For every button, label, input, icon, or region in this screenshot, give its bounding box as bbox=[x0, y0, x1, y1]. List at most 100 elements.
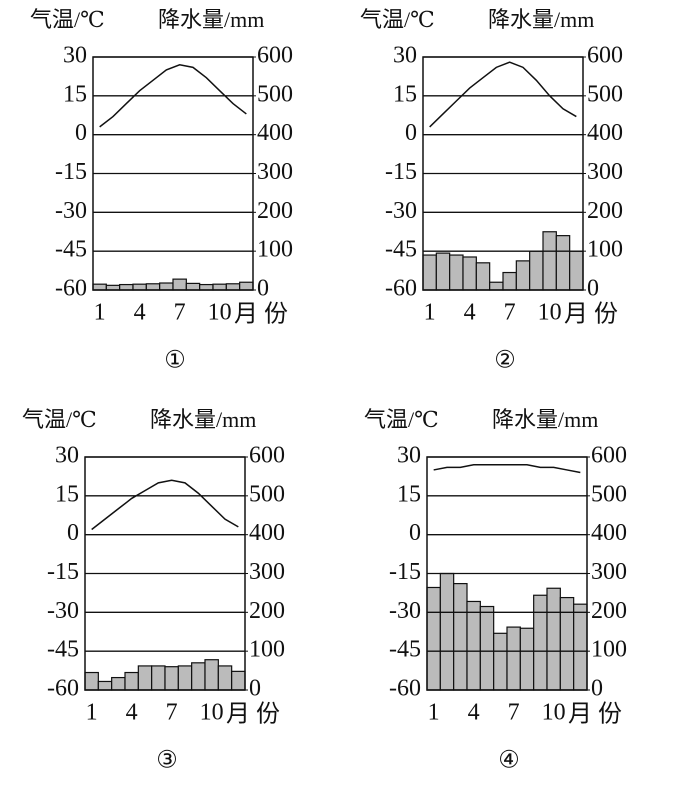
y-tick-label: -15 bbox=[385, 159, 417, 185]
temperature-line bbox=[429, 61, 577, 128]
precip-bar bbox=[422, 254, 437, 291]
y2-tick-label: 200 bbox=[587, 198, 623, 224]
x-tick-label: 4 bbox=[134, 300, 146, 326]
x-tick-label: 7 bbox=[174, 300, 186, 326]
precip-bar bbox=[111, 676, 126, 691]
y-tick-label: 30 bbox=[63, 43, 87, 69]
chart-panel: 气温/℃ 降水量/mm 30 15 0 -15 -30 -45 -60 600 500 400 300 2… bbox=[360, 7, 623, 374]
y-tick-label: 0 bbox=[75, 120, 87, 146]
y-tick-label: 0 bbox=[67, 520, 79, 546]
precip-bar bbox=[439, 572, 455, 691]
y-tick-label: 15 bbox=[393, 81, 417, 107]
x-tick-label: 1 bbox=[424, 300, 436, 326]
x-axis-label: 月份 bbox=[568, 701, 628, 728]
precip-bar bbox=[502, 271, 517, 291]
y-tick-label: -15 bbox=[389, 559, 421, 585]
precip-bar bbox=[559, 596, 575, 691]
plot-frame bbox=[426, 456, 588, 691]
precip-bar bbox=[92, 283, 107, 291]
precip-bar bbox=[542, 231, 557, 291]
precip-bar bbox=[204, 659, 219, 691]
precip-bar bbox=[449, 254, 464, 291]
y-axis-label: 气温/℃ bbox=[360, 7, 435, 32]
precip-bar bbox=[172, 278, 187, 291]
y2-tick-label: 300 bbox=[587, 159, 623, 185]
x-axis-label: 月份 bbox=[226, 701, 286, 728]
y2-tick-label: 200 bbox=[249, 598, 285, 624]
y2-tick-label: 500 bbox=[249, 481, 285, 507]
x-tick-label: 10 bbox=[208, 300, 232, 326]
y-tick-label: -45 bbox=[389, 637, 421, 663]
precip-bar bbox=[84, 671, 99, 691]
precip-bar bbox=[569, 250, 584, 291]
precip-bar bbox=[466, 600, 481, 691]
precip-bar bbox=[164, 666, 179, 691]
precip-bar bbox=[475, 262, 491, 291]
y-tick-label: 15 bbox=[63, 81, 87, 107]
precip-bar bbox=[573, 603, 588, 691]
precip-bar bbox=[435, 252, 451, 291]
chart-caption: ② bbox=[494, 348, 516, 374]
precip-bar bbox=[479, 605, 495, 691]
temperature-line bbox=[433, 464, 581, 474]
precip-bar bbox=[426, 586, 441, 691]
chart-panel: 气温/℃ 降水量/mm 30 15 0 -15 -30 -45 -60 600 500 400 300 2… bbox=[30, 7, 293, 374]
y2-tick-label: 500 bbox=[591, 481, 627, 507]
y-tick-label: -60 bbox=[385, 276, 417, 302]
y2-tick-label: 100 bbox=[591, 637, 627, 663]
y2-tick-label: 600 bbox=[257, 43, 293, 69]
y2-axis-label: 降水量/mm bbox=[150, 407, 256, 432]
y2-tick-label: 300 bbox=[257, 159, 293, 185]
y-axis-label: 气温/℃ bbox=[364, 407, 439, 432]
precip-bar bbox=[137, 665, 153, 691]
precip-bar bbox=[225, 283, 241, 291]
y-tick-label: 15 bbox=[397, 481, 421, 507]
y2-tick-label: 0 bbox=[257, 276, 269, 302]
precip-bar bbox=[159, 282, 174, 291]
y-tick-label: -45 bbox=[47, 637, 79, 663]
chart-caption: ③ bbox=[156, 748, 178, 774]
y-tick-label: -60 bbox=[55, 276, 87, 302]
y-tick-label: -30 bbox=[55, 198, 87, 224]
precip-bar bbox=[199, 283, 214, 291]
x-tick-label: 1 bbox=[86, 700, 98, 726]
plot-frame bbox=[422, 56, 584, 291]
y2-tick-label: 0 bbox=[249, 676, 261, 702]
precip-bar bbox=[493, 632, 508, 691]
x-tick-label: 1 bbox=[428, 700, 440, 726]
y2-axis-label: 降水量/mm bbox=[488, 7, 594, 32]
precip-bar bbox=[177, 665, 193, 691]
precip-bar bbox=[151, 665, 166, 691]
y2-tick-label: 500 bbox=[587, 81, 623, 107]
y-tick-label: -30 bbox=[389, 598, 421, 624]
precip-bar bbox=[231, 670, 246, 691]
y2-tick-label: 400 bbox=[249, 520, 285, 546]
y2-tick-label: 500 bbox=[257, 81, 293, 107]
y-axis-label: 气温/℃ bbox=[22, 407, 97, 432]
y-tick-label: -60 bbox=[389, 676, 421, 702]
chart-caption: ④ bbox=[498, 748, 520, 774]
precip-bar bbox=[506, 626, 521, 691]
x-tick-label: 7 bbox=[504, 300, 516, 326]
temperature-line bbox=[91, 479, 239, 531]
precip-bar bbox=[124, 671, 139, 691]
y-tick-label: -45 bbox=[55, 237, 87, 263]
y2-tick-label: 600 bbox=[587, 43, 623, 69]
x-tick-label: 7 bbox=[166, 700, 178, 726]
precip-bar bbox=[515, 260, 531, 291]
precip-bar bbox=[546, 587, 561, 691]
precip-bar bbox=[145, 283, 161, 291]
precip-bar bbox=[132, 283, 147, 291]
x-tick-label: 10 bbox=[538, 300, 562, 326]
y2-tick-label: 400 bbox=[591, 520, 627, 546]
chart-caption: ① bbox=[164, 348, 186, 374]
temperature-line bbox=[99, 63, 247, 128]
chart-panel: 气温/℃ 降水量/mm 30 15 0 -15 -30 -45 -60 600 500 400 300 2… bbox=[364, 407, 628, 774]
y2-axis-label: 降水量/mm bbox=[158, 7, 264, 32]
y2-tick-label: 0 bbox=[591, 676, 603, 702]
y-tick-label: 30 bbox=[55, 443, 79, 469]
precip-bar bbox=[185, 282, 201, 291]
y2-tick-label: 300 bbox=[249, 559, 285, 585]
precip-bar bbox=[212, 283, 227, 291]
